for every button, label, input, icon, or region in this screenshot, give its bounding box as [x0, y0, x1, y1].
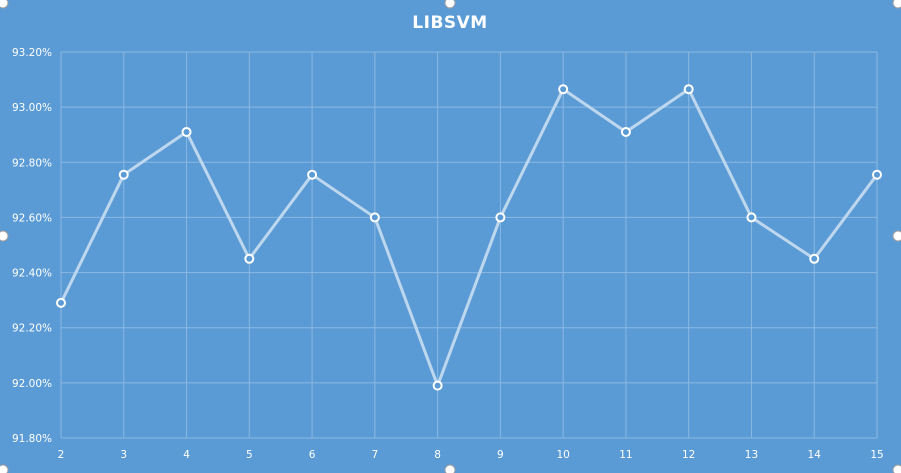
x-tick-label: 14	[808, 449, 822, 461]
x-tick-label: 8	[434, 449, 441, 461]
data-point-marker	[620, 126, 631, 137]
y-tick-label: 93.20%	[12, 47, 52, 59]
x-tick-label: 5	[246, 449, 253, 461]
data-point-marker	[683, 84, 694, 95]
data-point-marker	[558, 84, 569, 95]
selection-handle[interactable]	[444, 464, 456, 473]
x-tick-label: 10	[556, 449, 569, 461]
gridlines	[60, 51, 878, 439]
chart-title: LIBSVM	[412, 13, 487, 33]
x-tick-label: 2	[58, 449, 65, 461]
y-tick-label: 92.40%	[12, 268, 52, 280]
y-tick-label: 92.20%	[12, 323, 52, 335]
selection-handle[interactable]	[0, 0, 9, 9]
data-point-marker	[307, 169, 318, 180]
x-tick-label: 11	[619, 449, 632, 461]
y-tick-label: 92.00%	[12, 378, 52, 390]
data-point-marker	[746, 212, 757, 223]
selection-handle[interactable]	[0, 464, 9, 473]
x-tick-label: 4	[183, 449, 190, 461]
data-point-marker	[244, 253, 255, 264]
data-point-marker	[369, 212, 380, 223]
selection-handle[interactable]	[892, 464, 901, 473]
x-tick-label: 12	[682, 449, 695, 461]
series-group	[56, 84, 882, 391]
selection-handle[interactable]	[0, 230, 9, 242]
y-axis-tick-labels: 91.80% 92.00% 92.20% 92.40% 92.60% 92.80% 93.0…	[12, 47, 52, 445]
y-tick-label: 92.60%	[12, 212, 52, 224]
x-tick-label: 13	[745, 449, 758, 461]
data-point-marker	[495, 212, 506, 223]
data-point-marker	[872, 169, 882, 180]
series-line	[59, 87, 879, 388]
y-tick-label: 91.80%	[12, 433, 52, 445]
data-point-marker	[118, 169, 129, 180]
y-tick-label: 92.80%	[12, 157, 52, 169]
x-tick-label: 7	[372, 449, 379, 461]
data-point-marker	[809, 253, 820, 264]
selection-handle[interactable]	[892, 230, 901, 242]
x-tick-label: 3	[120, 449, 127, 461]
x-tick-label: 15	[870, 449, 883, 461]
x-axis-tick-labels: 2 3 4 5 6 7 8 9 10 11 12 13 14 15	[58, 449, 884, 461]
x-tick-label: 6	[309, 449, 316, 461]
selection-handle[interactable]	[444, 0, 456, 9]
y-tick-label: 93.00%	[12, 102, 52, 114]
data-point-marker	[56, 297, 66, 308]
data-point-marker	[432, 380, 443, 391]
data-point-marker	[181, 126, 192, 137]
x-tick-label: 9	[497, 449, 504, 461]
selection-handle[interactable]	[892, 0, 901, 9]
